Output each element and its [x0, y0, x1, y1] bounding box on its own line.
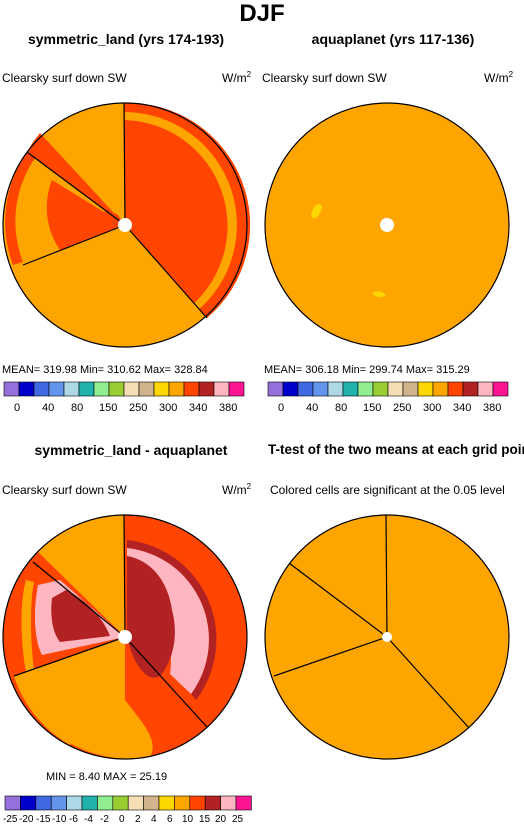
region-northwest [27, 133, 125, 225]
ring-outer-west [5, 152, 35, 265]
colorbar-cell [228, 381, 245, 397]
sector-line-northwest [32, 561, 126, 638]
colorbar-cell [492, 381, 509, 397]
sector-line-southeast [386, 636, 470, 729]
sector-line-southeast [124, 224, 208, 319]
region-east [124, 102, 251, 318]
cb3-tick: 2 [135, 814, 141, 825]
stats-label-1: MEAN= 319.98 Min= 310.62 Max= 328.84 [2, 364, 208, 376]
cb3-tick: -15 [36, 814, 51, 825]
sector-line-southwest [13, 636, 126, 677]
cb3-tick: -4 [84, 814, 93, 825]
colorbar-2 [267, 381, 509, 397]
sector-line-northwest [26, 151, 126, 226]
region-south-orange-b [14, 676, 73, 745]
sector-line-southeast [124, 636, 208, 728]
cb3-tick: 0 [119, 814, 125, 825]
panel-title-aquaplanet: aquaplanet (yrs 117-136) [311, 31, 475, 47]
spot-yellow-1 [311, 204, 322, 219]
cb1-tick: 300 [159, 402, 178, 414]
map-outline [2, 514, 248, 760]
map-outline [264, 102, 510, 348]
cb2-tick: 250 [393, 402, 412, 414]
cb2-tick: 80 [335, 402, 348, 414]
significance-note: Colored cells are significant at the 0.0… [270, 483, 505, 497]
cb2-tick: 150 [363, 402, 382, 414]
cb3-tick: -6 [69, 814, 78, 825]
variable-label-3: Clearsky surf down SW [2, 483, 127, 497]
sector-line-north [123, 102, 126, 226]
cb1-tick: 40 [42, 402, 55, 414]
unit-label-2: W/m2 [484, 70, 514, 85]
sector-line-north [385, 514, 388, 638]
ring-inner-east [125, 112, 237, 312]
sector-line-north [123, 514, 126, 638]
ring-inner-west [32, 170, 52, 255]
region-east-firebrick [127, 556, 175, 678]
panel-title-ttest: T-test of the two means at each grid poi… [268, 442, 524, 457]
cb2-tick: 340 [453, 402, 472, 414]
variable-label-2: Clearsky surf down SW [262, 71, 387, 85]
colorbar-cell [235, 795, 252, 811]
unit-label-3: W/m2 [222, 482, 252, 497]
region-north-orange [38, 515, 125, 637]
unit-label-1: W/m2 [222, 70, 252, 85]
panel-title-difference: symmetric_land - aquaplanet [34, 442, 228, 458]
variable-label-1: Clearsky surf down SW [2, 71, 127, 85]
panel-title-symmetric-land: symmetric_land (yrs 174-193) [27, 31, 225, 47]
colorbar-1 [3, 381, 245, 397]
cb2-tick: 40 [306, 402, 319, 414]
pole-marker [118, 218, 132, 232]
cb3-tick: 25 [232, 814, 244, 825]
pole-marker [118, 630, 132, 644]
stats-label-2: MEAN= 306.18 Min= 299.74 Max= 315.29 [264, 364, 470, 376]
colorbar-3 [4, 795, 252, 811]
figure-title: DJF [239, 0, 285, 27]
cb1-tick: 340 [189, 402, 208, 414]
region-center-blob [60, 211, 125, 250]
colorbar-ticks-1: 0 40 80 150 250 300 340 380 [0, 402, 252, 416]
cb3-tick: -25 [3, 814, 18, 825]
cb3-tick: -10 [52, 814, 67, 825]
sector-line-northwest [288, 562, 388, 638]
region-west-orange-strip [21, 580, 34, 672]
cb3-tick: 10 [182, 814, 194, 825]
cb3-tick: 20 [215, 814, 227, 825]
cb1-tick: 80 [71, 402, 84, 414]
pole-marker [382, 632, 392, 642]
cb1-tick: 250 [129, 402, 148, 414]
map-outline [264, 514, 510, 760]
cb3-tick: 4 [151, 814, 157, 825]
sector-line-southwest [273, 636, 388, 677]
ring-east-firebrick [127, 540, 217, 700]
cb2-tick: 0 [278, 402, 285, 414]
cb2-tick: 300 [423, 402, 442, 414]
cb1-tick: 380 [219, 402, 238, 414]
map-outline [2, 102, 248, 348]
pole-marker [380, 218, 394, 232]
cb3-tick: 15 [199, 814, 211, 825]
cb3-tick: -2 [100, 814, 109, 825]
sector-line-southwest [22, 224, 126, 266]
colorbar-ticks-3: -25 -20 -15 -10 -6 -4 -2 0 2 4 6 10 15 2… [3, 814, 253, 825]
colorbar-ticks-2: 0 40 80 150 250 300 340 380 [264, 402, 516, 416]
spot-yellow-2 [372, 291, 386, 297]
cb3-tick: -20 [19, 814, 34, 825]
cb2-tick: 380 [483, 402, 502, 414]
cb1-tick: 0 [14, 402, 21, 414]
cb1-tick: 150 [99, 402, 118, 414]
cb3-tick: 6 [167, 814, 173, 825]
stats-label-3: MIN = 8.40 MAX = 25.19 [46, 771, 168, 783]
region-west-firebrick [51, 590, 110, 642]
region-south-orange [14, 637, 153, 759]
